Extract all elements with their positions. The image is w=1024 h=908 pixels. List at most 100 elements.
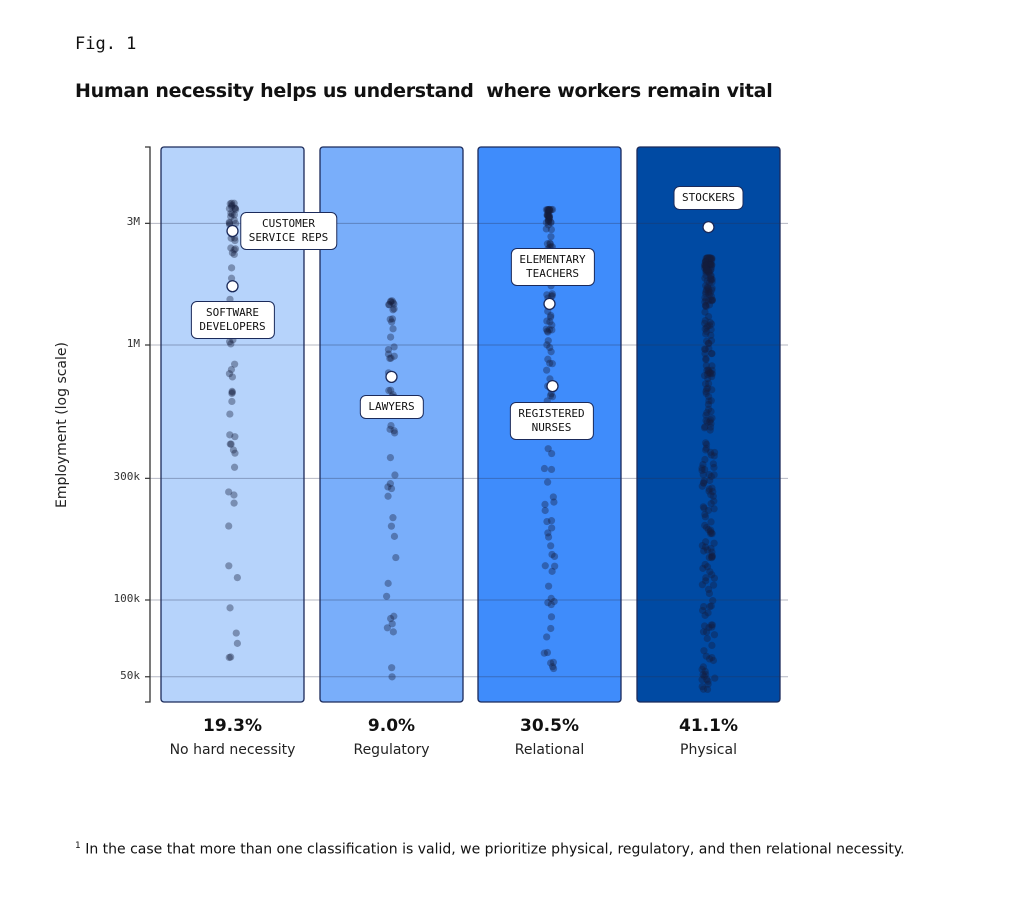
data-point xyxy=(704,609,712,617)
data-point xyxy=(708,373,716,381)
category-label-regulatory: 9.0% Regulatory xyxy=(312,716,472,758)
data-point xyxy=(706,259,715,268)
data-point xyxy=(703,266,712,274)
data-point xyxy=(701,325,709,333)
data-point xyxy=(708,349,716,358)
data-point xyxy=(386,480,394,488)
data-point xyxy=(548,550,556,559)
data-point xyxy=(388,673,396,681)
callout-stockers: STOCKERS xyxy=(673,186,744,211)
data-point xyxy=(708,370,716,378)
data-point xyxy=(704,366,712,374)
data-point xyxy=(705,553,713,562)
highlight-point xyxy=(543,297,556,311)
data-point xyxy=(390,352,398,360)
data-point xyxy=(709,596,717,605)
data-point xyxy=(708,623,716,631)
data-point xyxy=(544,355,552,363)
data-point xyxy=(702,444,710,452)
y-tick-label: 300k xyxy=(113,470,141,484)
data-point xyxy=(705,290,713,299)
data-point xyxy=(231,204,239,212)
data-point xyxy=(708,653,716,662)
y-tick-label: 100k xyxy=(113,592,141,605)
data-point xyxy=(546,392,555,400)
data-point xyxy=(226,200,234,208)
data-point xyxy=(698,581,707,589)
data-point xyxy=(389,514,397,522)
data-point xyxy=(702,260,710,268)
data-point xyxy=(392,553,400,562)
data-point xyxy=(546,359,554,367)
data-point xyxy=(708,621,717,629)
data-point xyxy=(544,529,552,537)
data-point xyxy=(703,685,712,694)
data-point xyxy=(709,487,717,496)
data-point xyxy=(702,257,710,266)
data-point xyxy=(703,254,711,262)
data-point xyxy=(704,506,712,515)
data-point xyxy=(701,308,709,316)
category-name: Physical xyxy=(680,742,737,758)
data-point xyxy=(708,296,717,304)
data-point xyxy=(549,663,557,671)
data-point xyxy=(699,479,708,487)
data-point xyxy=(387,354,395,362)
data-point xyxy=(702,411,710,419)
data-point xyxy=(699,670,707,679)
data-point xyxy=(227,653,235,661)
data-point xyxy=(707,500,715,508)
data-point xyxy=(383,592,391,600)
data-point xyxy=(227,244,235,252)
data-point xyxy=(544,328,552,336)
data-point xyxy=(703,337,711,345)
data-point xyxy=(706,266,715,274)
data-point xyxy=(387,298,395,306)
data-point xyxy=(231,449,239,457)
data-point xyxy=(228,389,236,398)
data-point xyxy=(543,291,551,299)
data-point xyxy=(698,466,706,475)
data-point xyxy=(230,199,238,207)
data-point xyxy=(706,275,715,283)
y-axis xyxy=(145,146,151,703)
data-point xyxy=(707,518,715,526)
category-name: Relational xyxy=(514,742,585,758)
data-point xyxy=(709,581,718,589)
data-point xyxy=(228,387,236,395)
data-point xyxy=(702,262,710,270)
data-point xyxy=(230,250,238,259)
data-point xyxy=(544,337,552,345)
data-point xyxy=(225,653,233,662)
data-point xyxy=(232,629,240,637)
data-point xyxy=(704,374,712,383)
data-point xyxy=(705,623,713,632)
data-point xyxy=(547,311,555,320)
data-point xyxy=(702,290,710,298)
data-point xyxy=(547,542,555,550)
data-point xyxy=(701,423,709,431)
data-point xyxy=(706,318,714,326)
data-point xyxy=(707,472,715,481)
data-point xyxy=(706,416,715,424)
y-tick-label: 1M xyxy=(126,337,140,350)
data-point xyxy=(542,218,550,227)
data-point xyxy=(387,522,396,530)
data-point xyxy=(710,497,718,505)
data-point xyxy=(548,360,556,368)
data-point xyxy=(706,527,714,536)
data-point xyxy=(391,471,399,479)
data-point xyxy=(233,639,241,647)
data-point xyxy=(706,418,714,426)
data-point xyxy=(701,316,709,325)
data-point xyxy=(546,318,554,326)
data-point xyxy=(387,386,395,394)
data-point xyxy=(547,613,556,621)
data-point xyxy=(703,260,711,268)
data-point xyxy=(230,491,238,499)
data-point xyxy=(225,370,234,378)
data-point xyxy=(708,552,717,561)
data-point xyxy=(706,568,714,576)
data-point xyxy=(710,471,718,479)
data-point xyxy=(546,343,554,352)
